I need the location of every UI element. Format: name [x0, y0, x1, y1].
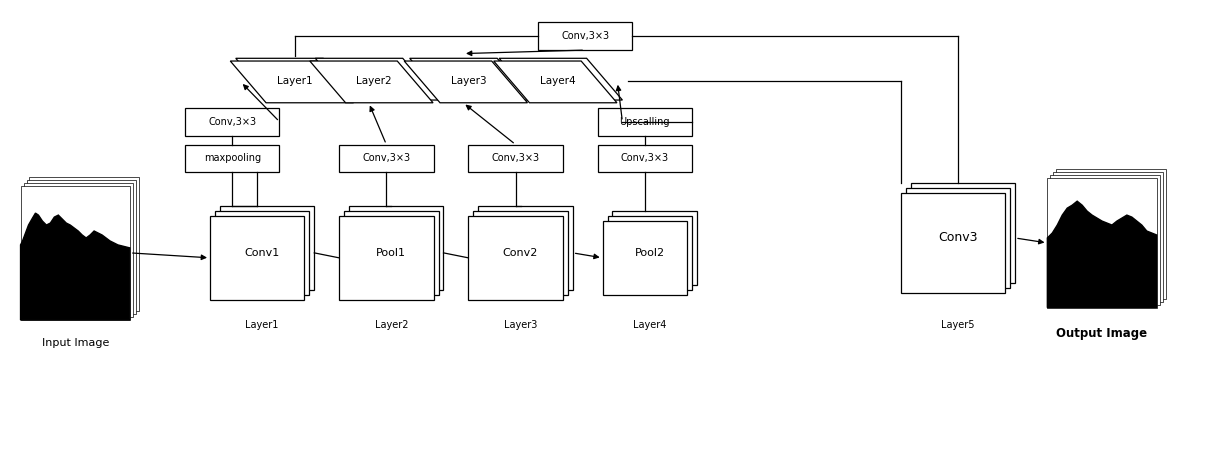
Bar — [613, 211, 697, 285]
Polygon shape — [230, 61, 354, 103]
Bar — [537, 22, 632, 50]
Text: Layer5: Layer5 — [941, 320, 975, 331]
Bar — [1051, 175, 1160, 305]
Text: Layer2: Layer2 — [375, 320, 409, 331]
Text: Pool1: Pool1 — [376, 248, 406, 258]
Polygon shape — [410, 58, 533, 100]
Text: Conv,3×3: Conv,3×3 — [491, 153, 540, 163]
Text: Conv,3×3: Conv,3×3 — [208, 117, 257, 127]
Bar — [468, 144, 563, 172]
Text: Layer4: Layer4 — [634, 320, 666, 331]
Bar — [597, 144, 692, 172]
Bar — [473, 211, 568, 295]
Text: Pool2: Pool2 — [635, 248, 665, 258]
Bar — [344, 211, 439, 295]
Polygon shape — [236, 58, 359, 100]
Text: maxpooling: maxpooling — [204, 153, 260, 163]
Bar — [597, 108, 692, 136]
Bar — [911, 183, 1015, 283]
Bar — [478, 206, 573, 290]
Text: Conv1: Conv1 — [244, 248, 280, 258]
Bar — [349, 206, 444, 290]
Bar — [1057, 169, 1166, 299]
Bar — [339, 144, 434, 172]
Bar — [1047, 178, 1156, 307]
Text: Layer3: Layer3 — [503, 320, 537, 331]
Text: Layer3: Layer3 — [451, 75, 486, 86]
Bar — [29, 177, 139, 311]
Bar — [185, 108, 280, 136]
Bar — [1053, 172, 1162, 301]
Polygon shape — [310, 61, 433, 103]
Text: Conv3: Conv3 — [938, 232, 978, 244]
Polygon shape — [315, 58, 439, 100]
Bar — [468, 216, 563, 300]
Text: Layer1: Layer1 — [277, 75, 313, 86]
Text: Upscalling: Upscalling — [619, 117, 670, 127]
Bar — [185, 144, 280, 172]
Polygon shape — [404, 61, 528, 103]
Text: Layer4: Layer4 — [540, 75, 576, 86]
Bar — [21, 186, 130, 320]
Polygon shape — [1047, 201, 1156, 307]
Text: Conv,3×3: Conv,3×3 — [561, 31, 609, 41]
Text: Layer2: Layer2 — [356, 75, 392, 86]
Polygon shape — [494, 61, 617, 103]
Bar — [906, 188, 1010, 288]
Bar — [23, 183, 133, 317]
Bar — [27, 180, 136, 314]
Text: Output Image: Output Image — [1057, 327, 1148, 340]
Bar — [210, 216, 304, 300]
Bar — [220, 206, 314, 290]
Text: Layer1: Layer1 — [246, 320, 278, 331]
Bar — [901, 193, 1006, 293]
Text: Conv2: Conv2 — [503, 248, 539, 258]
Bar — [339, 216, 434, 300]
Text: Input Image: Input Image — [41, 338, 109, 348]
Polygon shape — [499, 58, 623, 100]
Text: Conv,3×3: Conv,3×3 — [620, 153, 669, 163]
Bar — [608, 216, 692, 290]
Polygon shape — [21, 213, 130, 320]
Bar — [215, 211, 309, 295]
Text: Conv,3×3: Conv,3×3 — [362, 153, 411, 163]
Bar — [603, 220, 687, 295]
